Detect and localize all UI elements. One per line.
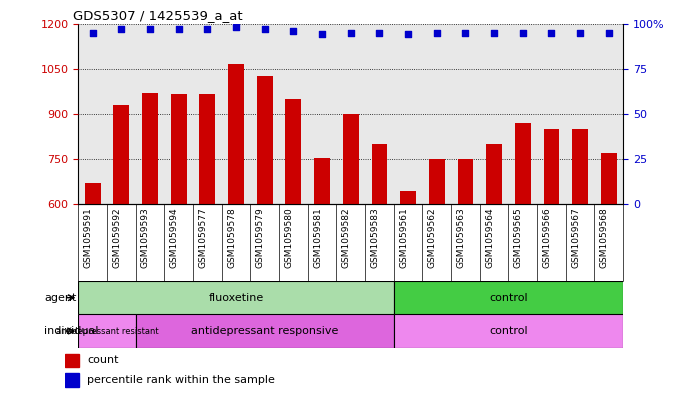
- Text: GSM1059565: GSM1059565: [513, 208, 523, 268]
- Text: GSM1059568: GSM1059568: [600, 208, 609, 268]
- Point: [202, 26, 212, 32]
- Bar: [65, 373, 79, 387]
- Text: antidepressant responsive: antidepressant responsive: [191, 326, 338, 336]
- Bar: [142, 93, 158, 204]
- Bar: [78, 281, 394, 314]
- Bar: [394, 314, 623, 348]
- Bar: [394, 281, 623, 314]
- Text: GSM1059594: GSM1059594: [170, 208, 178, 268]
- Point: [518, 29, 528, 36]
- Point: [575, 29, 586, 36]
- Bar: [343, 114, 359, 204]
- Bar: [84, 183, 101, 204]
- Point: [374, 29, 385, 36]
- Point: [173, 26, 184, 32]
- Text: GSM1059582: GSM1059582: [342, 208, 351, 268]
- Text: GSM1059562: GSM1059562: [428, 208, 437, 268]
- Text: individual: individual: [44, 326, 99, 336]
- Point: [460, 29, 471, 36]
- Bar: [543, 129, 559, 204]
- Bar: [257, 76, 272, 204]
- Point: [603, 29, 614, 36]
- Bar: [114, 105, 129, 204]
- Bar: [429, 159, 445, 204]
- Text: GSM1059563: GSM1059563: [456, 208, 465, 268]
- Bar: [171, 94, 187, 204]
- Point: [402, 31, 413, 38]
- Text: GSM1059579: GSM1059579: [255, 208, 265, 268]
- Bar: [372, 144, 387, 204]
- Point: [144, 26, 155, 32]
- Bar: [285, 99, 301, 204]
- Text: GDS5307 / 1425539_a_at: GDS5307 / 1425539_a_at: [73, 9, 242, 22]
- Bar: [136, 314, 394, 348]
- Point: [231, 24, 242, 30]
- Text: percentile rank within the sample: percentile rank within the sample: [87, 375, 275, 385]
- Text: GSM1059578: GSM1059578: [227, 208, 236, 268]
- Bar: [486, 144, 502, 204]
- Point: [345, 29, 356, 36]
- Text: GSM1059593: GSM1059593: [141, 208, 150, 268]
- Point: [546, 29, 557, 36]
- Point: [116, 26, 127, 32]
- Text: GSM1059580: GSM1059580: [285, 208, 294, 268]
- Bar: [314, 158, 330, 204]
- Point: [317, 31, 328, 38]
- Bar: [200, 94, 215, 204]
- Point: [288, 28, 299, 34]
- Point: [259, 26, 270, 32]
- Text: GSM1059577: GSM1059577: [198, 208, 207, 268]
- Text: GSM1059567: GSM1059567: [571, 208, 580, 268]
- Text: GSM1059564: GSM1059564: [485, 208, 494, 268]
- Text: GSM1059583: GSM1059583: [370, 208, 379, 268]
- Bar: [228, 64, 244, 204]
- Text: fluoxetine: fluoxetine: [208, 293, 264, 303]
- Text: control: control: [489, 293, 528, 303]
- Bar: [78, 314, 136, 348]
- Text: GSM1059561: GSM1059561: [399, 208, 408, 268]
- Bar: [572, 129, 588, 204]
- Text: GSM1059566: GSM1059566: [543, 208, 552, 268]
- Point: [431, 29, 442, 36]
- Text: GSM1059581: GSM1059581: [313, 208, 322, 268]
- Bar: [65, 354, 79, 367]
- Point: [489, 29, 500, 36]
- Point: [87, 29, 98, 36]
- Text: GSM1059591: GSM1059591: [84, 208, 93, 268]
- Text: count: count: [87, 355, 118, 365]
- Text: agent: agent: [44, 293, 76, 303]
- Bar: [400, 191, 416, 204]
- Text: control: control: [489, 326, 528, 336]
- Text: GSM1059592: GSM1059592: [112, 208, 121, 268]
- Bar: [601, 153, 617, 204]
- Bar: [515, 123, 530, 204]
- Bar: [458, 158, 473, 204]
- Text: antidepressant resistant: antidepressant resistant: [56, 327, 158, 336]
